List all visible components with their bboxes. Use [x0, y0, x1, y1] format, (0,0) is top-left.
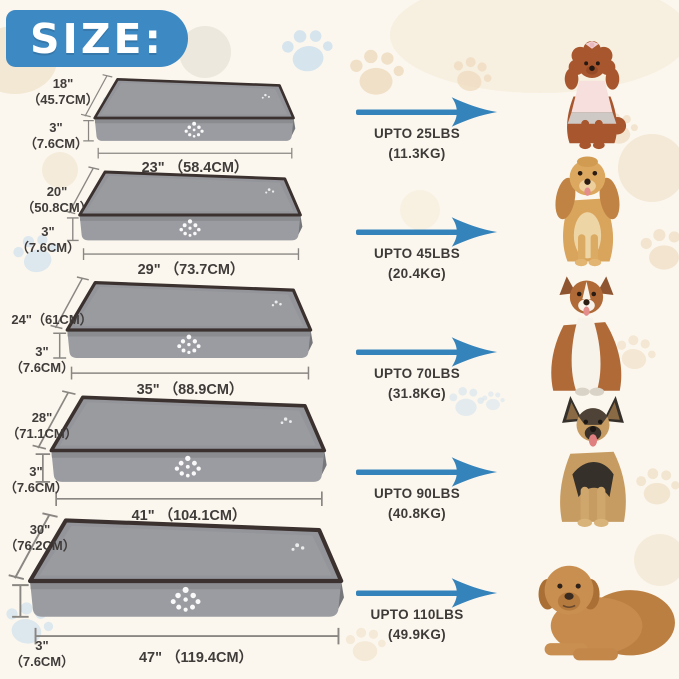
height-label-5: 3" （7.6CM）	[9, 638, 75, 670]
depth-label-1: 18" （45.7CM）	[27, 76, 99, 108]
height-label-4: 3" （7.6CM）	[3, 464, 69, 496]
width-label-2: 29" （73.7CM）	[137, 262, 245, 278]
depth-label-4: 28" （71.1CM）	[6, 410, 78, 442]
dog-bed-illustration-4	[32, 390, 346, 511]
depth-label-2: 20" （50.8CM）	[21, 184, 93, 216]
height-label-3: 3" （7.6CM）	[9, 344, 75, 376]
dog-photo-toy-poodle	[548, 40, 636, 152]
weight-label-2: UPTO 45LBS (20.4KG)	[373, 246, 461, 281]
weight-label-3: UPTO 70LBS (31.8KG)	[373, 366, 461, 401]
dog-photo-golden-retriever	[510, 538, 678, 678]
weight-label-1: UPTO 25LBS (11.3KG)	[373, 126, 461, 161]
title-banner: SIZE:	[6, 10, 188, 67]
dog-bed-illustration-2	[64, 166, 318, 264]
dog-bed-illustration-3	[50, 276, 330, 384]
dog-bed-illustration-1	[80, 74, 310, 162]
dog-photo-rough-collie	[526, 268, 648, 398]
width-label-1: 23" （58.4CM）	[141, 160, 249, 176]
dog-photo-cocker-spaniel	[538, 146, 638, 272]
height-label-1: 3" （7.6CM）	[23, 120, 89, 152]
depth-label-5: 30" （76.2CM）	[4, 522, 76, 554]
width-label-5: 47" （119.4CM）	[138, 650, 254, 666]
height-label-2: 3" （7.6CM）	[15, 224, 81, 256]
weight-label-4: UPTO 90LBS (40.8KG)	[373, 486, 461, 521]
depth-label-3: 24"（61CM）	[11, 312, 93, 327]
width-label-4: 41" （104.1CM）	[131, 508, 247, 524]
page-title: SIZE:	[30, 14, 164, 63]
width-label-3: 35" （88.9CM）	[136, 382, 244, 398]
weight-label-5: UPTO 110LBS (49.9KG)	[370, 607, 464, 642]
dog-photo-german-shepherd	[534, 394, 652, 528]
